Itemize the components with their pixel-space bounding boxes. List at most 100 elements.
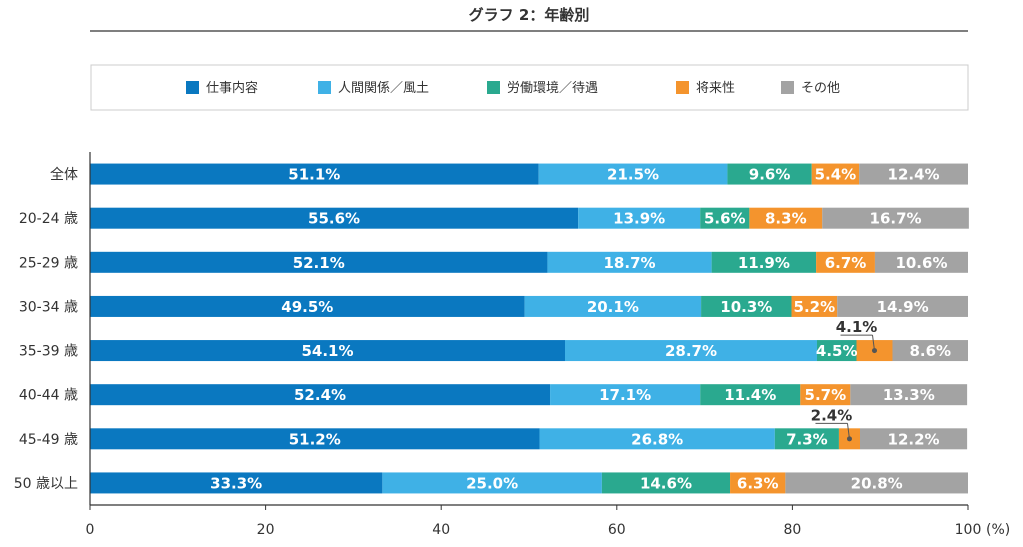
- bar-segment: [524, 295, 702, 317]
- segment-label: 12.2%: [888, 430, 940, 448]
- bar-segment: [816, 340, 857, 362]
- bar-segment: [874, 251, 968, 273]
- segment-label: 13.3%: [883, 386, 935, 404]
- category-label: 50 歳以上: [14, 476, 78, 492]
- bar-segment: [90, 163, 539, 185]
- legend-label-1: 仕事内容: [206, 80, 258, 96]
- legend-label-3: 労働環境／待遇: [507, 81, 598, 96]
- bar-segment: [837, 295, 968, 317]
- segment-label: 28.7%: [665, 342, 717, 360]
- bar-segment: [811, 163, 860, 185]
- x-tick-label: 100: [955, 522, 982, 538]
- segment-label: 12.4%: [888, 166, 940, 184]
- segment-label: 5.6%: [704, 210, 746, 228]
- bar-segment: [578, 207, 701, 229]
- category-label: 45-49 歳: [19, 432, 78, 448]
- bar-segment: [382, 472, 602, 494]
- bar-segment: [547, 251, 712, 273]
- bar-segment: [700, 384, 801, 406]
- segment-label: 6.3%: [737, 474, 779, 492]
- legend-swatch-4: [676, 81, 689, 94]
- segment-label: 5.2%: [794, 298, 836, 316]
- bar-segment: [774, 428, 839, 450]
- segment-label: 25.0%: [466, 474, 518, 492]
- bar-segment: [791, 295, 838, 317]
- legend-label-4: 将来性: [696, 81, 735, 96]
- bar-segment: [859, 163, 968, 185]
- legend-swatch-2: [318, 81, 331, 94]
- segment-label: 8.3%: [765, 210, 807, 228]
- segment-label: 18.7%: [604, 254, 656, 272]
- segment-label: 4.5%: [816, 342, 858, 360]
- callout-label: 4.1%: [836, 318, 878, 336]
- legend-swatch-5: [781, 81, 794, 94]
- category-label: 全体: [50, 166, 78, 183]
- callout-label: 2.4%: [811, 406, 853, 424]
- bars-area: 51.1% 21.5% 9.6% 5.4% 12.4% 55.6% 13.9% 5.6% 8.3…: [90, 163, 969, 494]
- bar-segment: [90, 472, 383, 494]
- segment-label: 17.1%: [599, 386, 651, 404]
- segment-label: 52.1%: [293, 254, 345, 272]
- bar-segment: [90, 207, 579, 229]
- bar-segment: [892, 340, 968, 362]
- callout-leader: [871, 334, 875, 351]
- bar-segment: [800, 384, 851, 406]
- bar-segment: [601, 472, 731, 494]
- segment-label: 5.7%: [805, 386, 847, 404]
- segment-label: 16.7%: [870, 210, 922, 228]
- segment-label: 14.9%: [877, 298, 929, 316]
- segment-label: 5.4%: [815, 166, 857, 184]
- segment-label: 20.8%: [851, 474, 903, 492]
- bar-segment: [785, 472, 968, 494]
- segment-label: 7.3%: [786, 430, 828, 448]
- bar-segment: [749, 207, 823, 229]
- bar-segment: [90, 295, 525, 317]
- category-label: 20-24 歳: [19, 211, 78, 227]
- x-axis-unit: (%): [986, 522, 1010, 538]
- segment-label: 9.6%: [749, 166, 791, 184]
- chart-title: グラフ 2：年齢別: [469, 6, 590, 24]
- callout-dot: [846, 436, 852, 442]
- bar-segment: [700, 207, 750, 229]
- callout-labels: 4.1% 2.4%: [811, 318, 878, 442]
- bar-segment: [539, 428, 775, 450]
- bar-segment: [564, 340, 817, 362]
- segment-label: 51.1%: [288, 166, 340, 184]
- bar-segment: [860, 428, 968, 450]
- segment-label: 20.1%: [587, 298, 639, 316]
- legend-label-2: 人間関係／風土: [338, 81, 429, 96]
- segment-label: 6.7%: [825, 254, 867, 272]
- bar-segment: [90, 251, 548, 273]
- legend-box: [90, 64, 969, 111]
- category-label: 25-29 歳: [19, 255, 78, 271]
- bar-segment: [90, 428, 540, 450]
- x-tick-label: 60: [608, 522, 626, 538]
- bar-segment: [538, 163, 728, 185]
- x-tick-label: 20: [257, 522, 275, 538]
- bar-segment: [822, 207, 969, 229]
- segment-label: 8.6%: [909, 342, 951, 360]
- segment-label: 54.1%: [301, 342, 353, 360]
- callout-dot: [871, 348, 877, 354]
- bar-segment: [90, 384, 551, 406]
- category-label: 30-34 歳: [19, 299, 78, 315]
- segment-label: 10.6%: [895, 254, 947, 272]
- segment-label: 49.5%: [281, 298, 333, 316]
- bar-segment: [550, 384, 701, 406]
- category-label: 40-44 歳: [19, 388, 78, 404]
- bar-segment: [711, 251, 817, 273]
- segment-label: 21.5%: [607, 166, 659, 184]
- segment-label: 11.4%: [724, 386, 776, 404]
- bar-segment: [701, 295, 792, 317]
- legend: 仕事内容 人間関係／風土 労働環境／待遇 将来性 その他: [186, 80, 840, 96]
- x-tick-label: 40: [432, 522, 450, 538]
- bar-segment: [816, 251, 875, 273]
- segment-label: 10.3%: [720, 298, 772, 316]
- segment-label: 14.6%: [640, 474, 692, 492]
- segment-label: 13.9%: [613, 210, 665, 228]
- segment-label: 11.9%: [738, 254, 790, 272]
- segment-label: 51.2%: [289, 430, 341, 448]
- legend-swatch-3: [487, 81, 500, 94]
- legend-swatch-1: [186, 81, 199, 94]
